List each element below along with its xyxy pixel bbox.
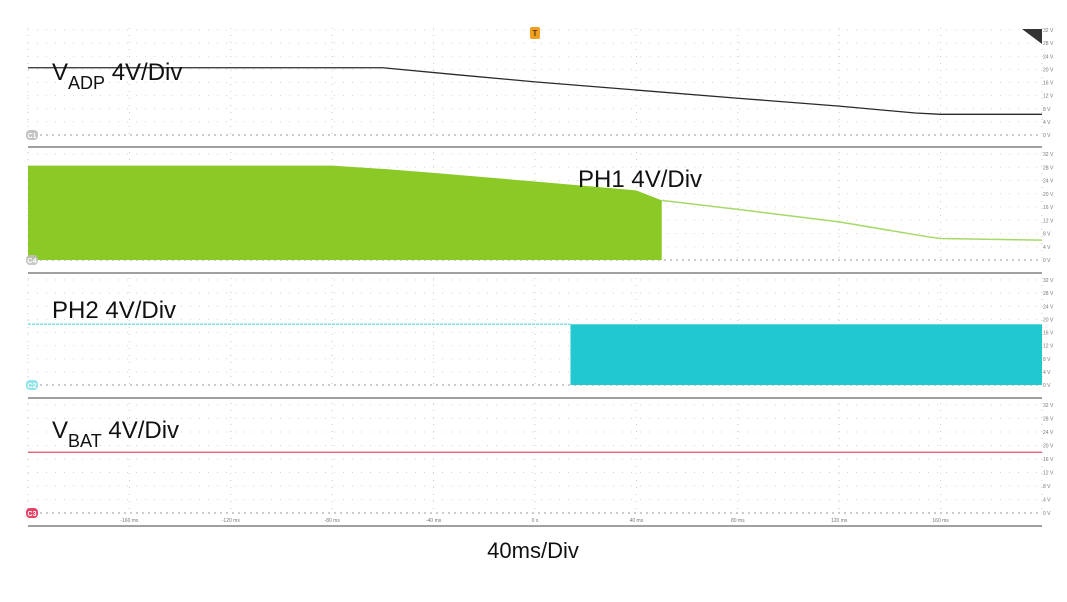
y-tick-label: 0 V (1043, 383, 1051, 389)
y-tick-label: 20 V (1043, 317, 1054, 323)
x-tick-label: -120 ms (222, 518, 241, 524)
y-tick-label: 32 V (1043, 28, 1054, 34)
y-tick-label: 20 V (1043, 444, 1054, 450)
y-tick-label: 8 V (1043, 484, 1051, 490)
channel-panel-c3: 32 V 28 V 24 V 20 V 16 V 12 V 8 V 4 V 0 V C3 VBAT … (26, 403, 1054, 527)
y-tick-label: 4 V (1043, 245, 1051, 251)
y-tick-label: 28 V (1043, 41, 1054, 47)
y-tick-label: 12 V (1043, 471, 1054, 477)
channel-label: VADP 4V/Div (52, 59, 182, 93)
y-tick-label: 32 V (1043, 152, 1054, 158)
y-tick-label: 16 V (1043, 331, 1054, 337)
switching-fill (28, 165, 662, 260)
y-tick-label: 24 V (1043, 179, 1054, 185)
y-tick-label: 32 V (1043, 278, 1054, 284)
channel-marker-text: C3 (28, 511, 37, 518)
y-tick-label: 12 V (1043, 344, 1054, 350)
y-tick-label: 4 V (1043, 498, 1051, 504)
waveform-line (28, 67, 1042, 115)
x-tick-label: 120 ms (831, 518, 848, 524)
trigger-level-arrow (1022, 29, 1042, 44)
y-tick-label: 32 V (1043, 403, 1054, 409)
y-tick-label: 8 V (1043, 232, 1051, 238)
channel-marker-c4: C4 (26, 255, 38, 265)
y-tick-label: 0 V (1043, 258, 1051, 264)
y-tick-label: 4 V (1043, 370, 1051, 376)
channel-panel-c4: 32 V 28 V 24 V 20 V 16 V 12 V 8 V 4 V 0 V C4 PH1 4… (26, 152, 1054, 274)
y-tick-label: 0 V (1043, 133, 1051, 139)
y-tick-label: 12 V (1043, 94, 1054, 100)
y-tick-label: 4 V (1043, 120, 1051, 126)
channel-marker-text: C2 (28, 383, 37, 390)
channel-label: PH2 4V/Div (52, 297, 176, 324)
channel-panel-c1: 32 V 28 V 24 V 20 V 16 V 12 V 8 V 4 V 0 V C1 VADP … (26, 28, 1054, 148)
y-tick-label: 8 V (1043, 107, 1051, 113)
y-tick-label: 24 V (1043, 304, 1054, 310)
channel-marker-c2: C2 (26, 380, 38, 390)
x-tick-label: 40 ms (630, 518, 644, 524)
y-tick-label: 20 V (1043, 192, 1054, 198)
trigger-marker-badge (530, 27, 540, 39)
y-tick-label: 8 V (1043, 357, 1051, 363)
y-tick-label: 28 V (1043, 417, 1054, 423)
channel-marker-c1: C1 (26, 130, 38, 140)
y-tick-label: 24 V (1043, 430, 1054, 436)
y-tick-label: 16 V (1043, 457, 1054, 463)
x-tick-label: 0 s (532, 518, 539, 524)
x-tick-label: -80 ms (325, 518, 341, 524)
channel-label: VBAT 4V/Div (52, 417, 179, 451)
channel-marker-badge (26, 380, 38, 390)
channel-panel-c2: 32 V 28 V 24 V 20 V 16 V 12 V 8 V 4 V 0 V C2 PH2 4… (26, 278, 1054, 399)
y-tick-label: 12 V (1043, 218, 1054, 224)
channel-marker-text: C4 (28, 258, 37, 265)
y-tick-label: 0 V (1043, 511, 1051, 517)
time-per-div-label: 40ms/Div (487, 538, 579, 563)
y-tick-label: 20 V (1043, 67, 1054, 73)
y-tick-label: 16 V (1043, 81, 1054, 87)
x-tick-label: -160 ms (120, 518, 139, 524)
waveform-line (661, 199, 1043, 241)
x-tick-label: 160 ms (932, 518, 949, 524)
y-tick-label: 16 V (1043, 205, 1054, 211)
channel-marker-badge (26, 130, 38, 140)
x-tick-label: -40 ms (426, 518, 442, 524)
channel-label: PH1 4V/Div (578, 166, 702, 193)
trigger-marker-text: T (533, 29, 538, 38)
y-tick-label: 24 V (1043, 54, 1054, 60)
y-tick-label: 28 V (1043, 291, 1054, 297)
channel-marker-badge (26, 255, 38, 265)
switching-fill (570, 324, 1042, 385)
x-tick-label: 80 ms (731, 518, 745, 524)
channel-marker-text: C1 (28, 133, 37, 140)
channel-marker-badge (26, 508, 38, 518)
y-tick-label: 28 V (1043, 165, 1054, 171)
trigger-marker: T (530, 27, 540, 39)
channel-marker-c3: C3 (26, 508, 38, 518)
